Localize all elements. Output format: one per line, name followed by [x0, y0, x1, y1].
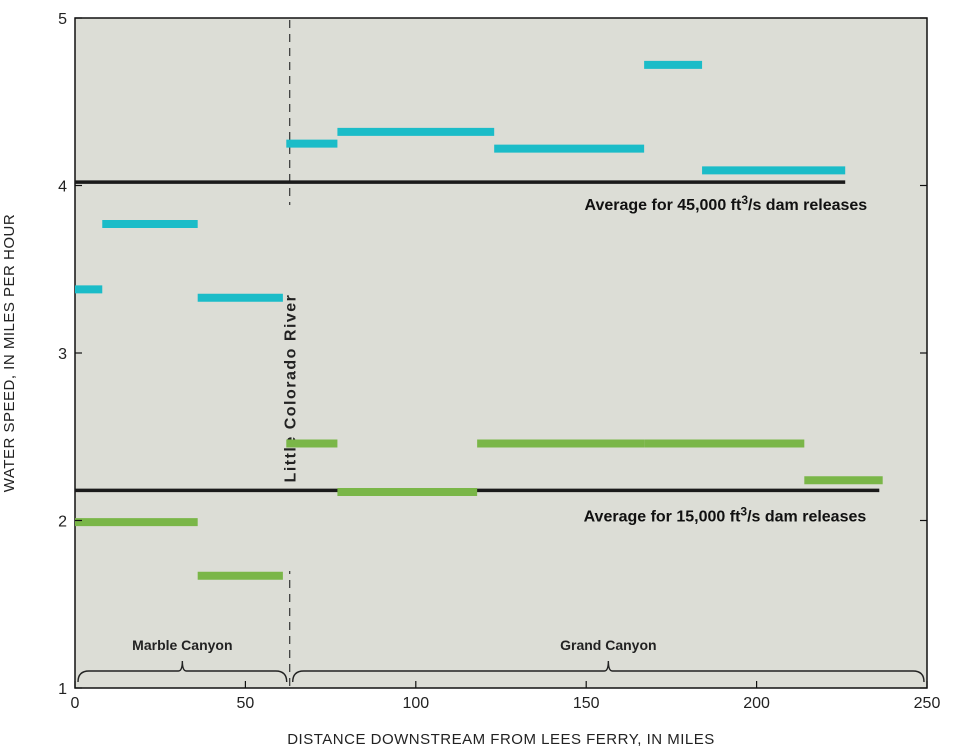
average-label-low-sup: 3 [740, 504, 747, 518]
x-tick-label: 50 [237, 695, 255, 712]
plot-area [74, 17, 928, 689]
region-brace-1 [292, 660, 925, 683]
average-label-high-suffix: /s dam releases [748, 197, 867, 214]
x-tick-label: 100 [402, 695, 429, 712]
y-tick-label: 1 [58, 681, 67, 698]
axes: 0 50 100 150 200 250 1 2 3 4 5 [58, 11, 940, 712]
x-tick-label: 0 [71, 695, 80, 712]
x-tick-label: 250 [914, 695, 941, 712]
x-tick-label: 200 [743, 695, 770, 712]
average-label-high-sup: 3 [741, 193, 748, 207]
average-label-low-suffix: /s dam releases [747, 508, 866, 525]
region-brace-0 [77, 660, 288, 683]
y-tick-label: 5 [58, 11, 67, 28]
y-tick-label: 3 [58, 346, 67, 363]
region-label-grand-canyon: Grand Canyon [560, 637, 656, 653]
x-axis-title: DISTANCE DOWNSTREAM FROM LEES FERRY, IN … [287, 731, 715, 748]
region-label-marble-canyon: Marble Canyon [132, 637, 232, 653]
x-tick-label: 150 [573, 695, 600, 712]
average-label-high: Average for 45,000 ft3/s dam releases [585, 193, 868, 214]
tributary-label-bg [279, 205, 300, 571]
average-label-high-prefix: Average for 45,000 ft [585, 197, 742, 214]
y-axis-title: WATER SPEED, IN MILES PER HOUR [1, 214, 18, 492]
data-marks [75, 60, 883, 580]
tributary-label: Little Colorado River [283, 294, 300, 483]
y-tick-label: 2 [58, 514, 67, 531]
average-label-low-prefix: Average for 15,000 ft [584, 508, 741, 525]
region-braces [77, 660, 925, 683]
average-label-low: Average for 15,000 ft3/s dam releases [584, 504, 867, 525]
y-tick-label: 4 [58, 179, 67, 196]
